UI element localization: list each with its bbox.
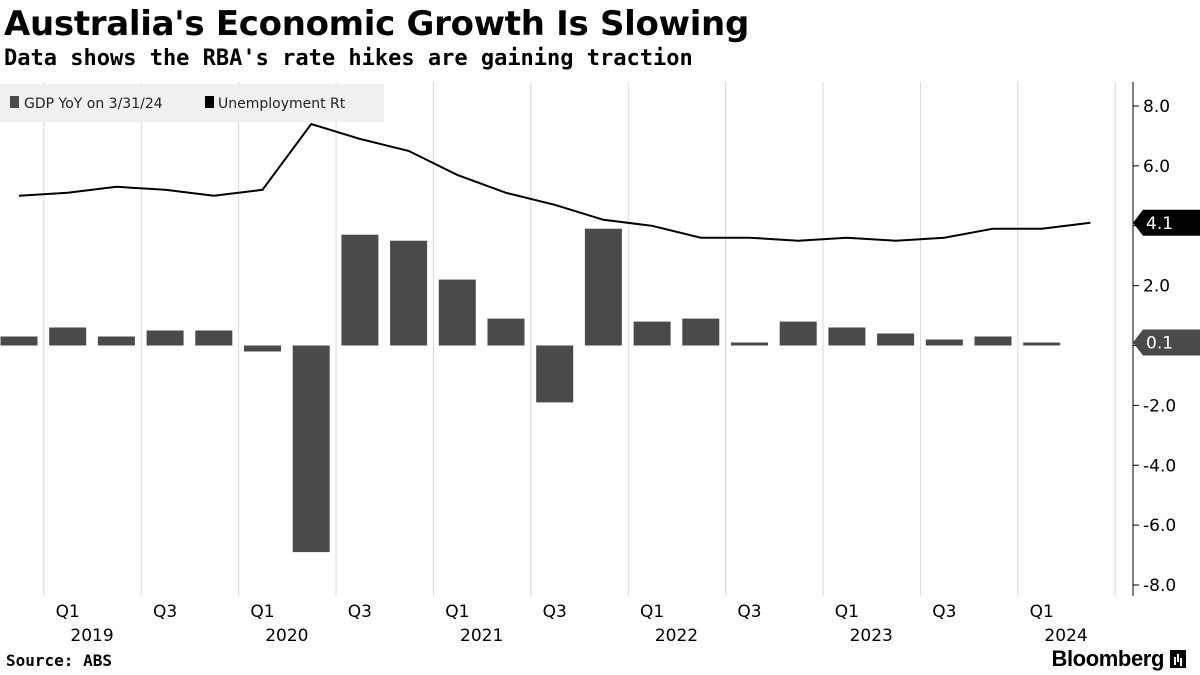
last-value-tags: 4.1 0.1 <box>1133 209 1200 356</box>
gdp-bar <box>779 321 817 346</box>
legend-swatch-unemployment <box>205 96 214 108</box>
gdp-bar <box>292 345 330 553</box>
gdp-bar <box>97 336 135 346</box>
legend: GDP YoY on 3/31/24 Unemployment Rt <box>10 96 346 112</box>
gdp-bar <box>828 327 866 346</box>
legend-label-gdp: GDP YoY on 3/31/24 <box>24 96 163 112</box>
gdp-last-tag-label: 0.1 <box>1146 334 1173 354</box>
x-year-label: 2021 <box>460 626 503 646</box>
gdp-bar <box>1023 342 1061 346</box>
y-tick-label: 8.0 <box>1143 97 1170 117</box>
y-tick-label: -4.0 <box>1143 456 1176 476</box>
vertical-gridlines <box>43 82 1116 596</box>
gdp-bar <box>195 330 233 346</box>
x-quarter-label: Q3 <box>737 602 761 622</box>
gdp-bar <box>536 345 574 403</box>
x-quarter-label: Q1 <box>250 602 274 622</box>
chart-title: Australia's Economic Growth Is Slowing <box>4 4 750 44</box>
x-quarter-label: Q1 <box>640 602 664 622</box>
gdp-bar <box>584 228 622 346</box>
x-year-label: 2020 <box>265 626 308 646</box>
gdp-bar <box>341 234 379 346</box>
gdp-bar <box>682 318 720 346</box>
gdp-bar <box>974 336 1012 346</box>
bar-chart-icon <box>1170 650 1186 668</box>
x-quarter-label: Q1 <box>445 602 469 622</box>
unemployment-last-tag-label: 4.1 <box>1146 214 1173 234</box>
gdp-bar <box>633 321 671 346</box>
x-axis-labels: Q1 Q3 Q1 Q3 Q1 Q3 Q1 Q3 Q1 Q3 Q1 2019 2020 2021 2022 20… <box>56 602 1088 646</box>
gdp-bar <box>146 330 184 346</box>
source-note: Source: ABS <box>6 651 112 670</box>
gdp-bars <box>0 228 1061 553</box>
gdp-bar <box>438 279 476 346</box>
x-quarter-label: Q1 <box>1030 602 1054 622</box>
legend-label-unemployment: Unemployment Rt <box>218 96 346 112</box>
x-quarter-label: Q1 <box>835 602 859 622</box>
legend-background <box>0 84 384 122</box>
x-year-label: 2019 <box>70 626 113 646</box>
gdp-bar <box>877 333 915 346</box>
y-tick-label: -2.0 <box>1143 396 1176 416</box>
gdp-bar <box>487 318 525 346</box>
x-year-label: 2022 <box>655 626 698 646</box>
chart-subtitle: Data shows the RBA's rate hikes are gain… <box>4 46 693 71</box>
y-tick-label: 2.0 <box>1143 277 1170 297</box>
gdp-bar <box>49 327 87 346</box>
x-quarter-label: Q3 <box>348 602 372 622</box>
y-tick-label: -6.0 <box>1143 516 1176 536</box>
gdp-bar <box>244 345 281 352</box>
gdp-bar <box>390 240 428 346</box>
y-tick-label: 6.0 <box>1143 157 1170 177</box>
y-tick-label: -8.0 <box>1143 576 1176 596</box>
brand-name: Bloomberg <box>1051 646 1164 671</box>
gdp-last-tag: 0.1 <box>1133 329 1200 356</box>
unemployment-line <box>18 122 1091 242</box>
x-year-label: 2024 <box>1044 626 1087 646</box>
legend-swatch-gdp <box>10 96 19 108</box>
x-quarter-label: Q1 <box>56 602 80 622</box>
brand-logo: Bloomberg <box>1051 646 1186 672</box>
gdp-bar <box>731 342 768 346</box>
unemployment-last-tag: 4.1 <box>1133 209 1200 236</box>
x-quarter-label: Q3 <box>153 602 177 622</box>
x-quarter-label: Q3 <box>932 602 956 622</box>
gdp-bar <box>0 336 38 346</box>
gdp-bar <box>925 339 963 346</box>
x-quarter-label: Q3 <box>543 602 567 622</box>
x-year-label: 2023 <box>850 626 893 646</box>
